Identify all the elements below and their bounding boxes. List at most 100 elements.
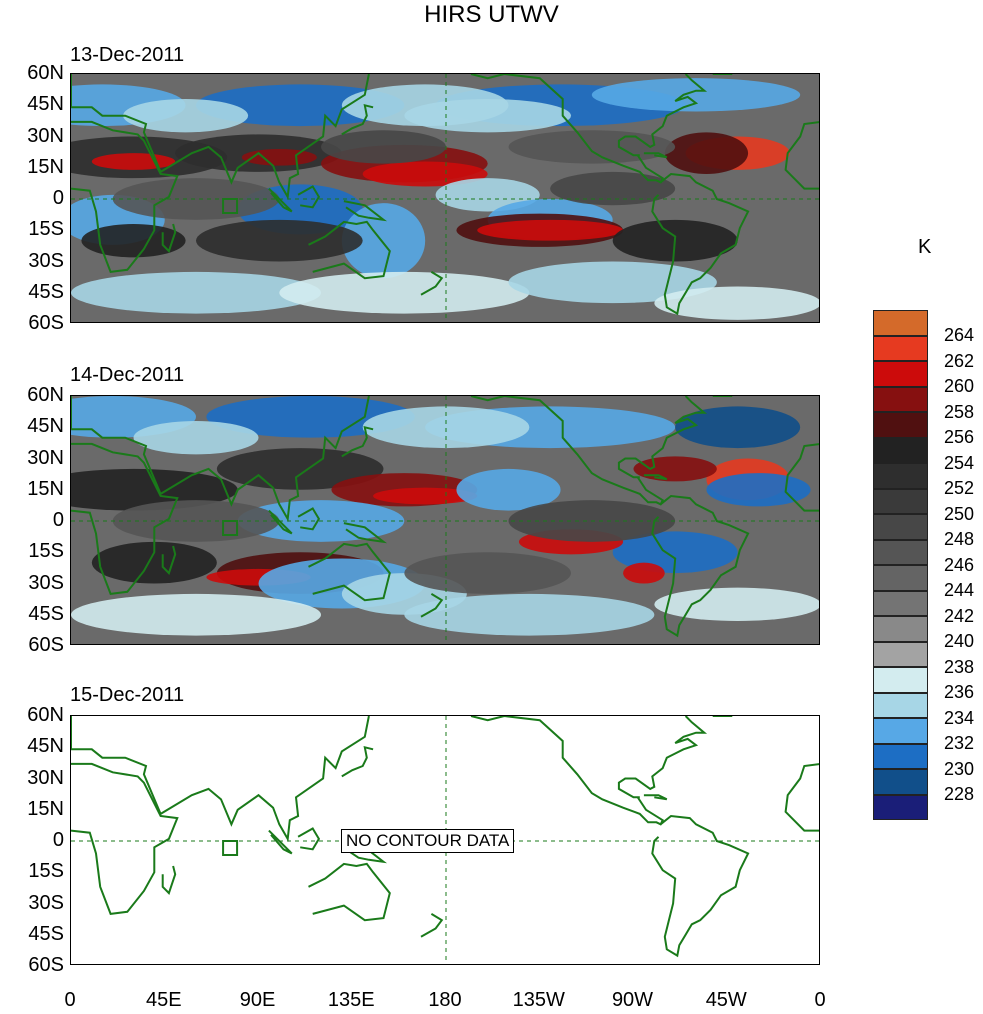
contour-region (706, 473, 811, 507)
panel-2-date: 14-Dec-2011 (70, 364, 185, 386)
lat-tick-label: 60N (27, 384, 64, 406)
coastline-sumatra (268, 509, 293, 535)
lon-tick-label: 45W (705, 989, 747, 1011)
contour-region (206, 396, 415, 438)
contour-region (216, 448, 384, 490)
coastline-sumatra (268, 829, 293, 855)
coastline-africa-west (784, 443, 819, 512)
colorbar-swatch (873, 386, 928, 412)
coastline-madagascar (161, 545, 177, 575)
lat-tick-label: 30S (28, 891, 64, 914)
coastline-africa-west (784, 121, 819, 190)
contour-region (675, 406, 801, 449)
lon-tick-label: 90E (239, 989, 276, 1011)
coastline-madagascar (161, 865, 177, 895)
lat-tick-label: 60N (27, 704, 64, 726)
lat-tick-label: 0 (52, 509, 64, 531)
figure-title: HIRS UTWV (424, 1, 559, 28)
lat-tick-label: 60S (28, 312, 64, 334)
coastline-new-guinea (343, 200, 388, 222)
map-panel-15-dec (70, 715, 820, 965)
colorbar-swatch (873, 361, 928, 387)
colorbar-level-label: 236 (944, 682, 975, 702)
coastline-africa-west (784, 763, 819, 832)
colorbar-unit: K (918, 236, 932, 258)
colorbar-swatch (873, 743, 928, 769)
map-panel-13-dec (70, 73, 820, 323)
contour-region (623, 562, 665, 584)
lat-tick-label: 45S (28, 602, 64, 625)
contour-region (133, 421, 259, 455)
contour-region (654, 286, 819, 320)
colorbar-swatch (873, 437, 928, 463)
colorbar-level-label: 242 (944, 605, 975, 626)
contour-region (362, 406, 530, 449)
coastline-cuba (643, 474, 668, 481)
colorbar-level-label: 260 (944, 376, 975, 396)
coastline-s-america (651, 814, 750, 958)
coastline-s-america (651, 172, 750, 316)
coastline-madagascar (161, 223, 177, 253)
lat-tick-label: 15N (27, 797, 64, 820)
contour-region (591, 78, 801, 112)
contour-region (404, 552, 571, 594)
coastline-eurasia (71, 74, 370, 201)
lat-tick-label: 30N (27, 766, 64, 789)
lon-tick-label: 0 (814, 989, 826, 1011)
contour-region (71, 271, 321, 314)
lat-tick-label: 60S (28, 634, 64, 656)
colorbar-swatch (873, 310, 928, 336)
lat-tick-label: 15N (27, 477, 64, 500)
colorbar-level-label: 238 (944, 656, 975, 677)
coastline-nz (420, 913, 444, 938)
colorbar-level-label: 244 (944, 580, 975, 600)
lat-tick-label: 15S (28, 860, 64, 883)
colorbar-swatch (873, 794, 928, 820)
colorbar-level-label: 232 (944, 733, 975, 753)
contour-region (91, 153, 176, 170)
coastline-nz (420, 593, 444, 618)
colorbar-level-label: 250 (944, 503, 975, 524)
colorbar-swatch (873, 463, 928, 489)
island-square (222, 520, 239, 536)
panel-1-date: 13-Dec-2011 (70, 44, 185, 66)
contour-region (321, 130, 446, 164)
lat-tick-label: 45N (27, 93, 64, 116)
contour-region (404, 593, 655, 636)
colorbar-level-label: 252 (944, 478, 975, 498)
coastline-australia (308, 542, 391, 602)
contour-region (404, 99, 571, 133)
utwv-field-map-2 (71, 396, 819, 644)
coastline-new-guinea (343, 522, 388, 544)
lat-tick-label: 15S (28, 218, 64, 241)
lat-tick-label: 30S (28, 571, 64, 594)
colorbar-swatch (873, 692, 928, 718)
lat-tick-label: 0 (52, 829, 64, 851)
coastline-n-america (470, 74, 708, 184)
coastline-nz (420, 271, 444, 296)
colorbar-level-label: 262 (944, 350, 975, 371)
lat-tick-label: 15S (28, 540, 64, 563)
coastline-borneo (297, 827, 321, 851)
coastline-n-america (470, 716, 708, 826)
lat-tick-label: 45N (27, 735, 64, 758)
coastline-africa-east (71, 442, 179, 595)
colorbar-swatch (873, 769, 928, 795)
lon-tick-label: 45E (145, 989, 182, 1011)
colorbar-level-label: 256 (944, 427, 975, 447)
coastline-n-america (470, 396, 708, 506)
colorbar-level-label: 246 (944, 554, 975, 575)
colorbar-swatch (873, 335, 928, 361)
lat-tick-label: 60S (28, 954, 64, 976)
lat-tick-label: 45S (28, 280, 64, 303)
colorbar-swatch (873, 565, 928, 591)
coastline-map-3 (71, 716, 819, 964)
coastline-australia (308, 220, 391, 280)
coastline-japan (341, 745, 374, 778)
contour-region (654, 587, 819, 621)
colorbar-swatch (873, 488, 928, 514)
colorbar-level-label: 258 (944, 401, 975, 422)
lat-tick-label: 60N (27, 62, 64, 84)
contour-region (279, 271, 530, 314)
utwv-field-map-1 (71, 74, 819, 322)
